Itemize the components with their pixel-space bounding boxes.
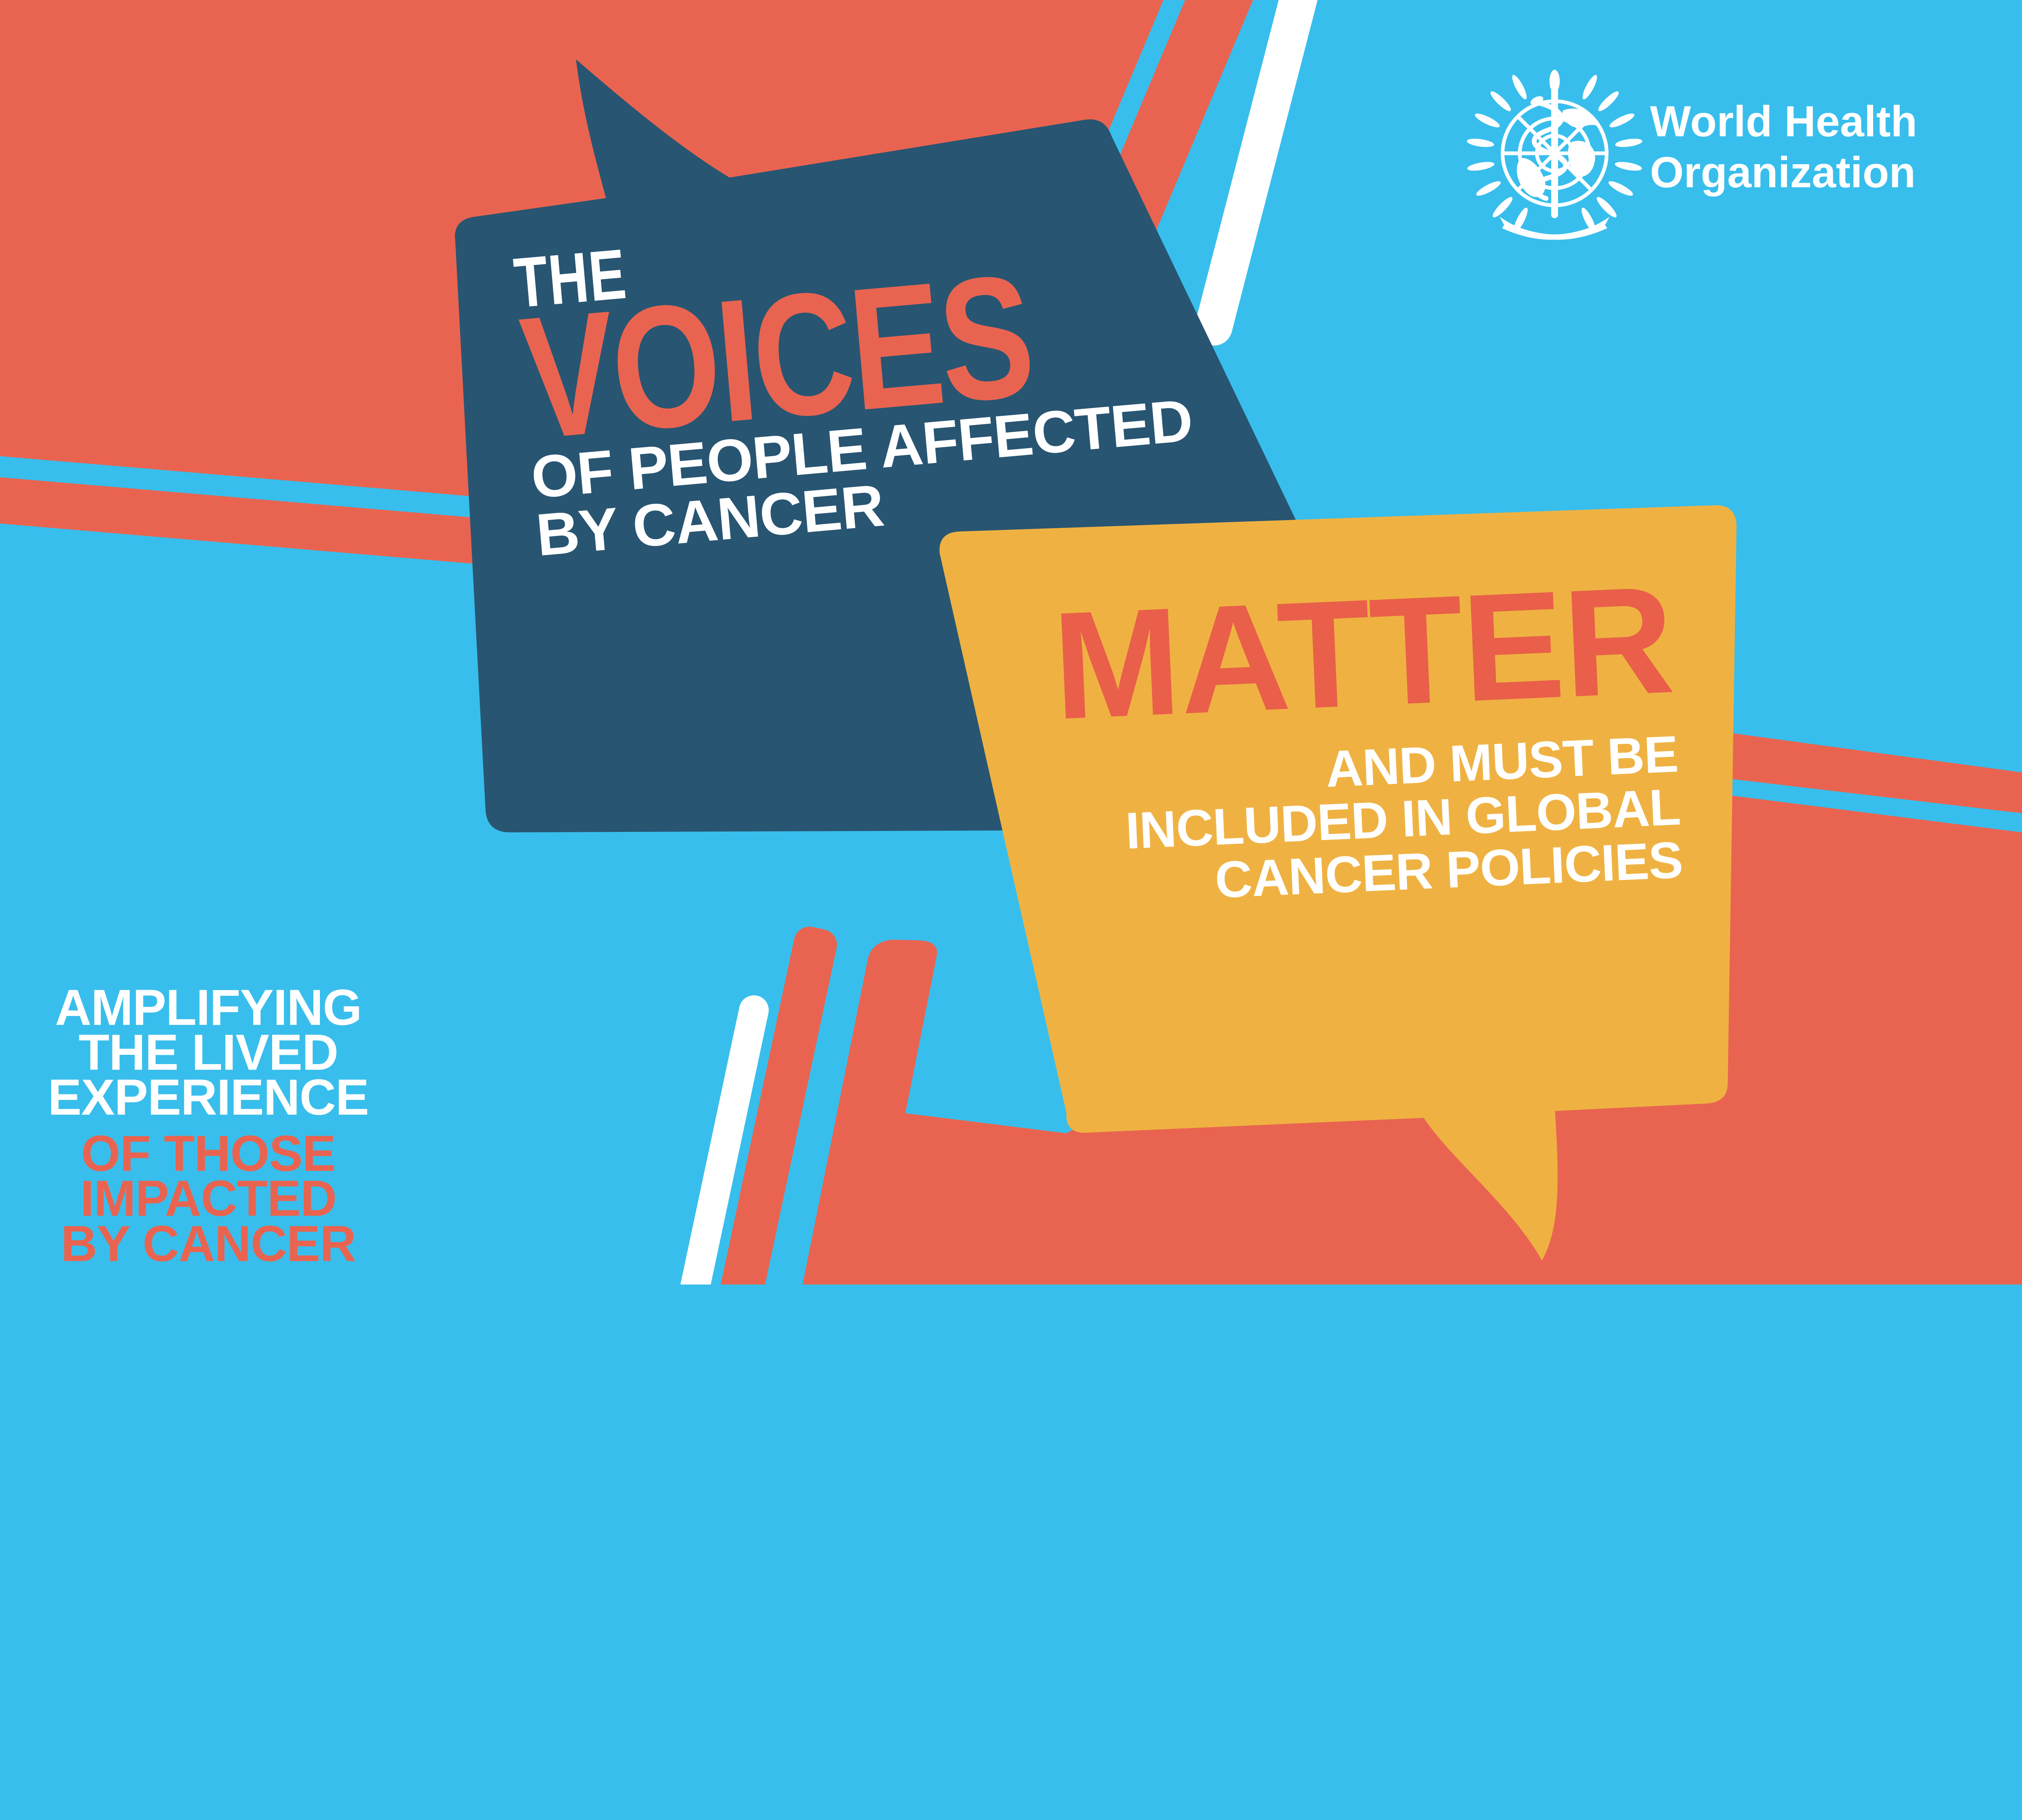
yellow-bubble-subtext: AND MUST BE INCLUDED IN GLOBAL CANCER PO… bbox=[1057, 725, 1684, 914]
tagline-line: BY CANCER bbox=[61, 1215, 356, 1272]
poster-background-art bbox=[0, 0, 2022, 1285]
white-diagonal-stripe-bottom bbox=[677, 995, 769, 1285]
globe-continents bbox=[1516, 108, 1597, 197]
who-wordmark-line2: Organization bbox=[1650, 148, 1916, 197]
yellow-bubble-copy: MATTER AND MUST BE INCLUDED IN GLOBAL CA… bbox=[1049, 553, 1684, 914]
who-wordmark: World Health Organization bbox=[1650, 96, 1917, 198]
orange-diagonal-stripe-bottom bbox=[717, 927, 837, 1285]
tagline-orange-group: OF THOSE IMPACTED BY CANCER bbox=[0, 1126, 417, 1272]
tagline-line: OF THOSE bbox=[81, 1126, 336, 1182]
dark-bubble-headline: VOICES bbox=[514, 238, 1038, 476]
tagline-line: THE LIVED bbox=[78, 1024, 338, 1081]
yellow-bubble-headline: MATTER bbox=[1049, 553, 1677, 751]
serpent bbox=[1531, 100, 1568, 201]
white-diagonal-stripe-top bbox=[1195, 0, 1318, 346]
laurel-left bbox=[1466, 74, 1528, 233]
tagline-line: IMPACTED bbox=[80, 1170, 337, 1227]
tagline-block: AMPLIFYING THE LIVED EXPERIENCE OF THOSE… bbox=[0, 979, 417, 1272]
dark-bubble-copy: THE VOICES OF PEOPLE AFFECTED BY CANCER bbox=[511, 193, 1199, 569]
laurel-ribbon-right bbox=[1500, 216, 1607, 240]
serpent-head bbox=[1530, 96, 1543, 105]
who-wordmark-line1: World Health bbox=[1650, 97, 1917, 146]
speech-bubble-yellow-shape bbox=[939, 505, 1737, 1261]
orange-diagonal-stripe-right bbox=[1709, 730, 2022, 813]
staff-of-asclepius bbox=[1530, 70, 1568, 218]
tagline-line: EXPERIENCE bbox=[48, 1069, 369, 1126]
who-emblem-icon bbox=[1466, 70, 1642, 240]
poster-canvas: World Health Organization THE VOICES OF … bbox=[0, 0, 2022, 1285]
laurel-wreath bbox=[1466, 74, 1642, 240]
laurel-right bbox=[1581, 74, 1642, 233]
tagline-white-group: AMPLIFYING THE LIVED EXPERIENCE bbox=[0, 979, 417, 1126]
tagline-line: AMPLIFYING bbox=[55, 979, 362, 1036]
